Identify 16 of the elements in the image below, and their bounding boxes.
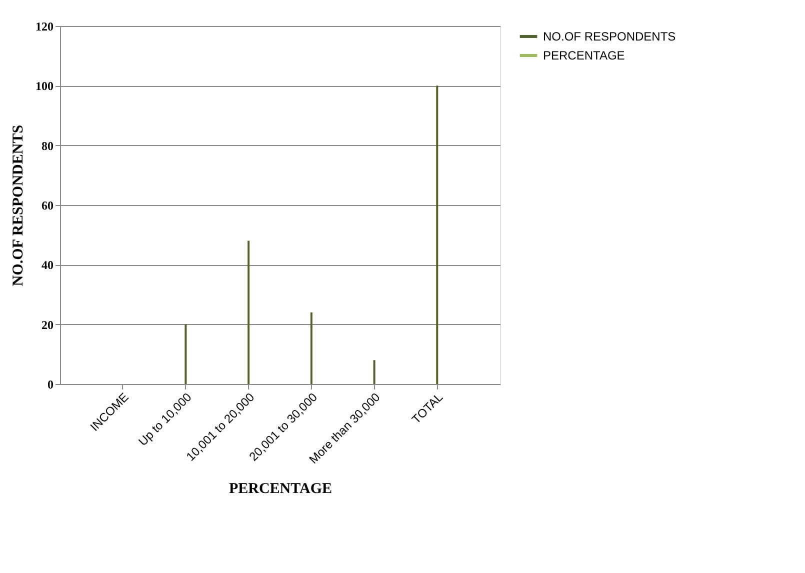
y-tick-label: 20 bbox=[42, 318, 54, 332]
y-tick-label: 100 bbox=[36, 79, 54, 94]
y-axis-title: NO.OF RESPONDENTS bbox=[10, 124, 26, 286]
y-tick-label: 80 bbox=[42, 138, 54, 153]
y-tick-label: 60 bbox=[42, 198, 54, 212]
bar bbox=[248, 240, 250, 384]
bar bbox=[310, 312, 312, 384]
bar bbox=[373, 360, 376, 384]
x-axis-title: PERCENTAGE bbox=[228, 480, 332, 497]
bar bbox=[436, 86, 438, 384]
bar bbox=[184, 324, 187, 384]
y-tick-label: 40 bbox=[42, 258, 54, 272]
legend-label: PERCENTAGE bbox=[543, 48, 625, 62]
y-tick-label: 120 bbox=[36, 20, 54, 34]
y-tick-label: 0 bbox=[48, 378, 54, 392]
legend-label: NO.OF RESPONDENTS bbox=[543, 30, 676, 44]
